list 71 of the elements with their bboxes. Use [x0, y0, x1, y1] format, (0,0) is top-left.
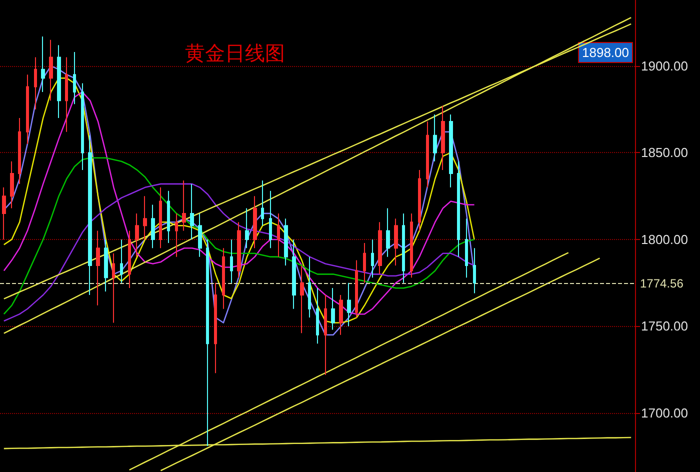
candlestick — [182, 180, 186, 232]
candlestick — [159, 186, 162, 249]
candlestick — [49, 39, 53, 102]
candlestick — [190, 183, 194, 240]
candlestick — [355, 260, 358, 318]
candlestick — [230, 238, 233, 284]
text: 黄金日线图 — [185, 41, 285, 65]
candlestick — [292, 238, 296, 310]
candlestick — [378, 222, 382, 275]
candlestick — [253, 196, 257, 249]
candlestick — [57, 44, 61, 118]
candlestick — [473, 248, 476, 294]
candlestick — [135, 212, 139, 258]
candlestick — [128, 230, 131, 289]
candlestick — [34, 56, 37, 110]
y-tick-label: 1900.00 — [641, 58, 688, 74]
candlestick — [402, 212, 405, 284]
candlestick — [112, 252, 115, 324]
y-tick-label: 1700.00 — [641, 406, 688, 420]
candlestick — [269, 190, 272, 249]
candlestick — [10, 160, 14, 209]
candlestick — [426, 120, 429, 188]
candlestick — [433, 114, 437, 162]
y-tick-label: 1750.00 — [641, 318, 688, 334]
candlestick — [73, 52, 76, 105]
candlestick — [143, 196, 147, 240]
candlestick — [245, 208, 249, 249]
candlestick — [88, 134, 92, 296]
candlestick — [410, 212, 413, 278]
candlestick — [386, 208, 390, 258]
candlestick — [214, 282, 217, 374]
candlestick — [175, 212, 178, 258]
candlestick — [300, 265, 304, 334]
candlestick — [394, 218, 398, 266]
candlestick — [120, 238, 123, 284]
candlestick — [465, 218, 468, 278]
candlestick — [441, 105, 445, 171]
ref-line-label: 1774.56 — [640, 276, 684, 291]
candlestick — [449, 114, 453, 188]
candlestick — [96, 230, 100, 306]
candlestick — [41, 36, 45, 92]
candlestick — [347, 282, 351, 327]
annotation: 1898.00 — [582, 45, 630, 60]
candlestick — [261, 180, 264, 226]
candlestick — [284, 218, 288, 266]
candlestick — [457, 160, 460, 258]
candlestick — [222, 248, 225, 310]
candlestick — [363, 242, 366, 284]
candlestick — [324, 294, 327, 376]
y-tick-label: 1800.00 — [641, 232, 688, 247]
candlestick — [26, 74, 29, 145]
candlestick — [104, 238, 108, 292]
candlestick — [65, 56, 68, 132]
candlestick — [198, 212, 202, 258]
candlestick — [418, 170, 421, 232]
candlestick — [277, 212, 280, 258]
candlestick — [167, 190, 170, 244]
candlestick — [316, 288, 319, 344]
candlestick — [371, 238, 374, 278]
line-series — [3, 157, 475, 315]
y-tick-label: 1850.00 — [641, 145, 688, 160]
candlestick — [206, 238, 209, 446]
candlestick — [18, 118, 21, 184]
candlestick — [151, 204, 155, 249]
candlestick — [331, 288, 335, 330]
candlestick — [81, 82, 84, 171]
candlestick — [2, 186, 6, 240]
candlestick — [308, 256, 311, 318]
candlestick — [339, 294, 343, 336]
candlestick — [237, 222, 241, 278]
line-series — [3, 183, 475, 322]
